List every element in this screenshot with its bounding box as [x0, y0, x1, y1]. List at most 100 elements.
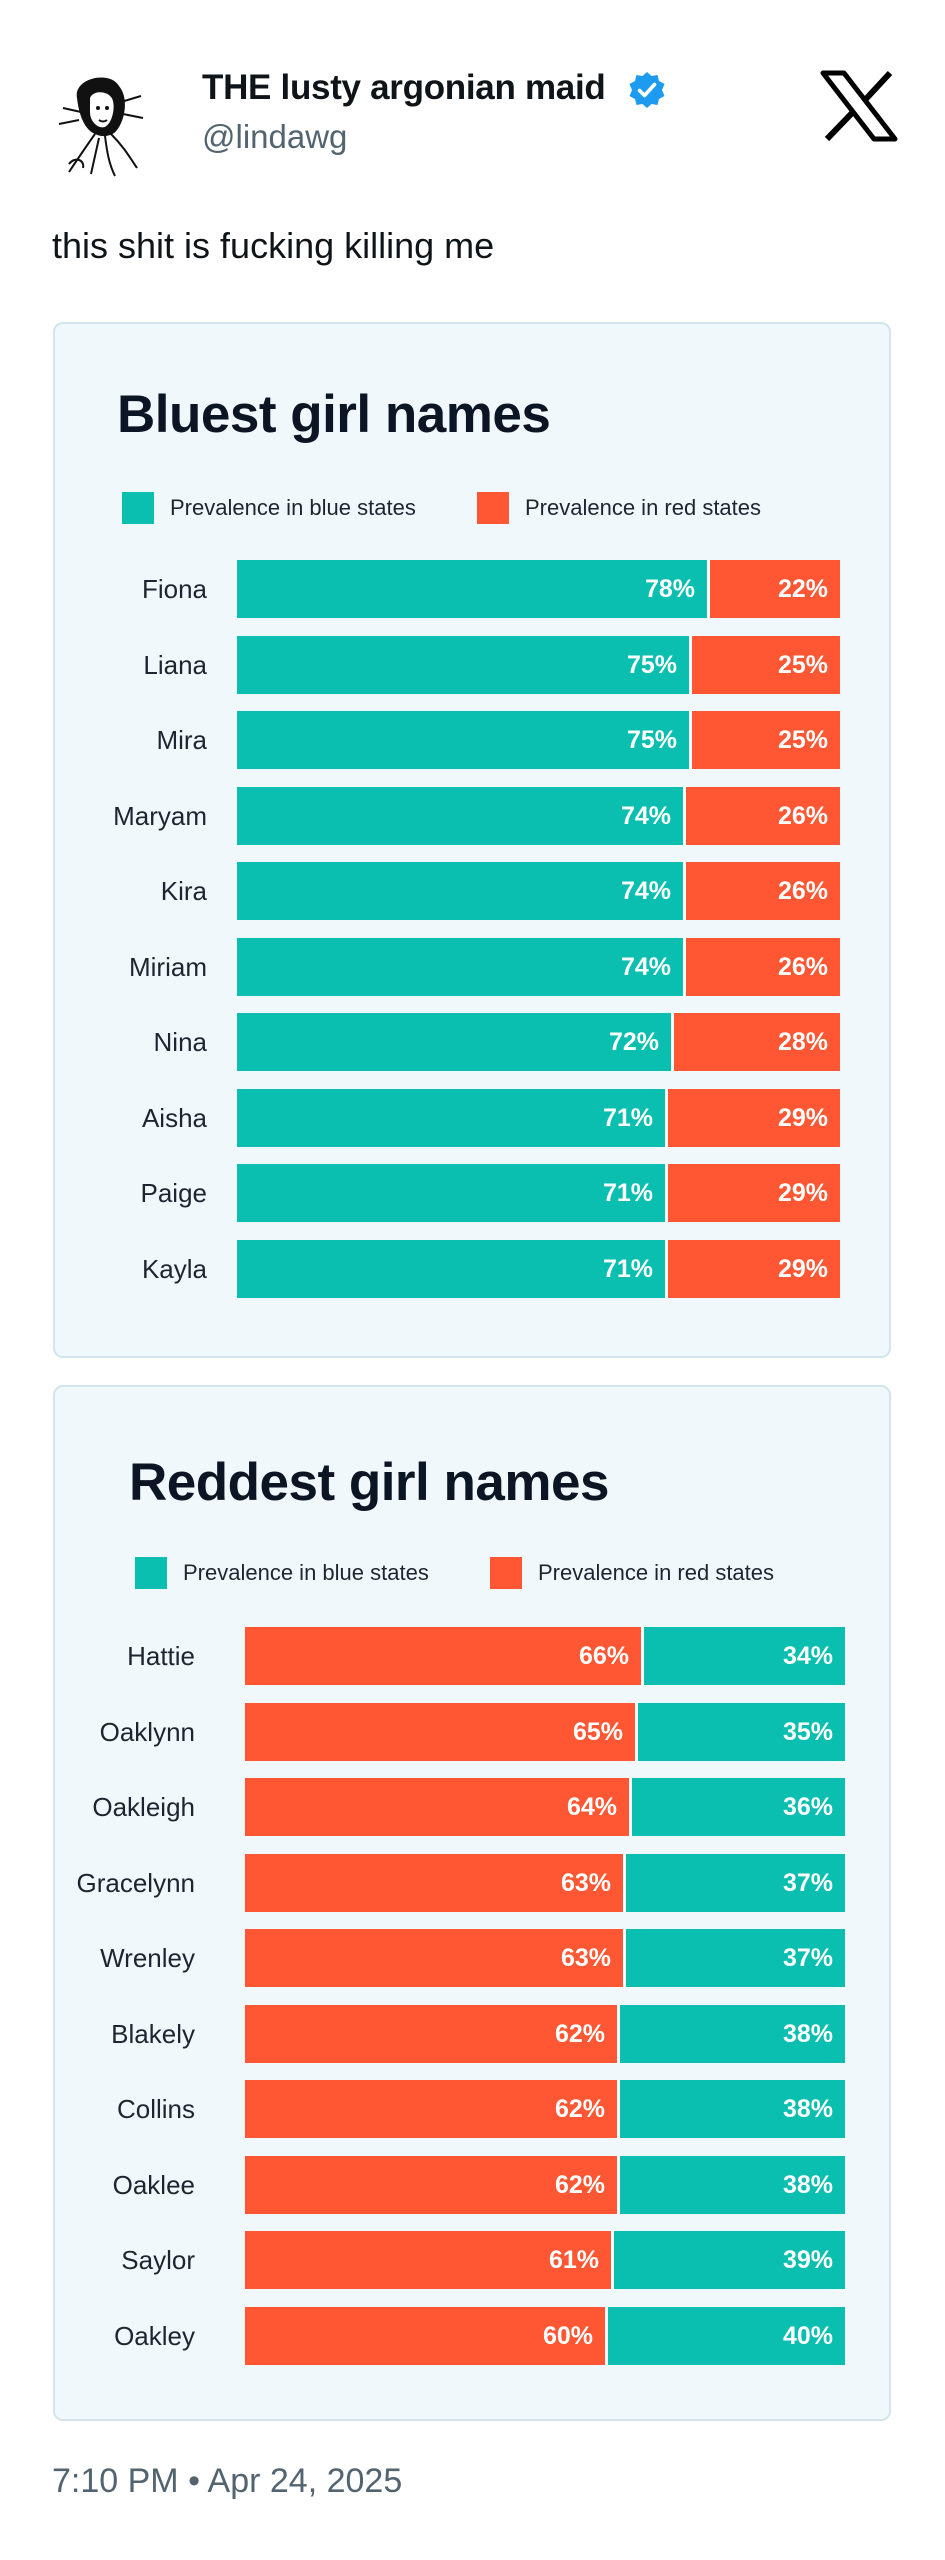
bar-segment-red-states: 61%: [245, 2231, 611, 2289]
bar-category-label: Gracelynn: [76, 1867, 196, 1898]
bar-segment-blue-states: 71%: [237, 1088, 665, 1147]
chart-legend: Prevalence in blue states Prevalence in …: [122, 492, 822, 524]
post-timestamp[interactable]: 7:10 PM • Apr 24, 2025: [52, 2462, 403, 2500]
bar-category-label: Oaklee: [112, 2169, 195, 2200]
legend-label-blue: Prevalence in blue states: [183, 1560, 429, 1585]
bar-segment-red-states: 29%: [665, 1164, 840, 1222]
bar-segment-red-states: 26%: [683, 937, 840, 996]
x-logo-icon[interactable]: [820, 70, 898, 142]
bar-segment-blue-states: 38%: [617, 2155, 845, 2214]
chart-legend: Prevalence in blue states Prevalence in …: [135, 1557, 835, 1589]
bar-category-label: Nina: [153, 1027, 207, 1057]
bar-segment-red-states: 64%: [245, 1778, 629, 1836]
verified-badge-icon: [627, 70, 667, 110]
bar-segment-blue-states: 38%: [617, 2080, 845, 2138]
bar-row: Aisha 71% 29%: [55, 1088, 893, 1147]
bar-category-label: Mira: [156, 725, 207, 755]
bar-category-label: Paige: [140, 1178, 208, 1208]
bar-segment-red-states: 66%: [245, 1627, 641, 1685]
bar-segment-red-states: 22%: [707, 560, 840, 618]
bar-segment-blue-states: 38%: [617, 2004, 845, 2063]
bar-segment-red-states: 25%: [689, 635, 840, 694]
bar-category-label: Oaklynn: [99, 1716, 195, 1747]
bar-segment-red-states: 63%: [245, 1929, 623, 1987]
bar-category-label: Kira: [160, 876, 207, 906]
legend-label-red: Prevalence in red states: [538, 1560, 775, 1585]
bar-category-label: Oakleigh: [92, 1792, 195, 1822]
bar-row: Liana 75% 25%: [55, 635, 893, 694]
bar-segment-blue-states: 71%: [237, 1239, 665, 1298]
bar-segment-blue-states: 74%: [237, 862, 683, 920]
bar-segment-red-states: 62%: [245, 2004, 617, 2063]
bar-row: Maryam 74% 26%: [55, 786, 893, 845]
bar-row: Oakleigh 64% 36%: [55, 1778, 893, 1836]
bar-segment-red-states: 29%: [665, 1088, 840, 1147]
bar-segment-blue-states: 35%: [635, 1702, 845, 1761]
avatar[interactable]: [55, 68, 145, 178]
bar-row: Nina 72% 28%: [55, 1013, 893, 1071]
bar-category-label: Aisha: [141, 1102, 207, 1133]
chart-title: Reddest girl names: [129, 1453, 609, 1512]
bar-row: Gracelynn 63% 37%: [55, 1853, 893, 1912]
legend-label-red: Prevalence in red states: [525, 495, 762, 520]
handle[interactable]: @lindawg: [202, 118, 348, 155]
chart-card-reddest: Reddest girl names Prevalence in blue st…: [53, 1385, 891, 2421]
legend-swatch-red: [490, 1557, 522, 1589]
bar-row: Blakely 62% 38%: [55, 2004, 893, 2063]
bar-segment-red-states: 65%: [245, 1702, 635, 1761]
bar-row: Hattie 66% 34%: [55, 1627, 893, 1685]
legend-swatch-blue: [122, 492, 154, 524]
bar-row: Mira 75% 25%: [55, 711, 893, 769]
bar-segment-red-states: 62%: [245, 2080, 617, 2138]
bar-segment-red-states: 28%: [671, 1013, 840, 1071]
bar-category-label: Liana: [143, 649, 207, 680]
chart-title: Bluest girl names: [117, 385, 551, 444]
bar-category-label: Collins: [116, 2094, 195, 2124]
bar-row: Paige 71% 29%: [55, 1164, 893, 1222]
bar-row: Oakley 60% 40%: [55, 2306, 893, 2365]
bar-category-label: Maryam: [113, 800, 207, 831]
legend-swatch-red: [477, 492, 509, 524]
legend-label-blue: Prevalence in blue states: [170, 495, 416, 520]
bar-segment-blue-states: 74%: [237, 786, 683, 845]
legend-swatch-blue: [135, 1557, 167, 1589]
bar-category-label: Oakley: [114, 2320, 195, 2351]
bar-segment-blue-states: 78%: [237, 560, 707, 618]
bar-row: Miriam 74% 26%: [55, 937, 893, 996]
bar-row: Fiona 78% 22%: [55, 560, 893, 618]
bar-segment-blue-states: 36%: [629, 1778, 845, 1836]
bar-category-label: Hattie: [127, 1641, 195, 1671]
bar-category-label: Saylor: [121, 2245, 195, 2275]
bar-segment-blue-states: 40%: [605, 2306, 845, 2365]
bar-segment-blue-states: 37%: [623, 1853, 845, 1912]
display-name[interactable]: THE lusty argonian maid: [202, 68, 606, 107]
bar-row: Saylor 61% 39%: [55, 2231, 893, 2289]
bar-category-label: Kayla: [141, 1253, 207, 1284]
bar-row: Wrenley 63% 37%: [55, 1929, 893, 1987]
bar-segment-blue-states: 39%: [611, 2231, 845, 2289]
bar-segment-blue-states: 75%: [237, 711, 689, 769]
bar-row: Collins 62% 38%: [55, 2080, 893, 2138]
bar-row: Oaklynn 65% 35%: [55, 1702, 893, 1761]
bar-segment-red-states: 62%: [245, 2155, 617, 2214]
post-text: this shit is fucking killing me: [52, 225, 495, 266]
bar-segment-blue-states: 37%: [623, 1929, 845, 1987]
bar-segment-red-states: 25%: [689, 711, 840, 769]
bar-segment-red-states: 60%: [245, 2306, 605, 2365]
chart-card-bluest: Bluest girl names Prevalence in blue sta…: [53, 322, 891, 1358]
bar-row: Kira 74% 26%: [55, 862, 893, 920]
bar-category-label: Blakely: [111, 2018, 195, 2049]
bar-row: Kayla 71% 29%: [55, 1239, 893, 1298]
bar-segment-blue-states: 75%: [237, 635, 689, 694]
bar-category-label: Wrenley: [100, 1943, 195, 1973]
bar-segment-blue-states: 71%: [237, 1164, 665, 1222]
bar-category-label: Miriam: [129, 951, 207, 982]
bar-category-label: Fiona: [141, 574, 207, 604]
post-header: THE lusty argonian maid @lindawg: [55, 60, 900, 180]
bar-segment-blue-states: 72%: [237, 1013, 671, 1071]
bar-row: Oaklee 62% 38%: [55, 2155, 893, 2214]
bar-segment-red-states: 29%: [665, 1239, 840, 1298]
avatar-drawing-icon: [58, 77, 144, 177]
bar-segment-red-states: 26%: [683, 862, 840, 920]
bar-segment-blue-states: 34%: [641, 1627, 845, 1685]
